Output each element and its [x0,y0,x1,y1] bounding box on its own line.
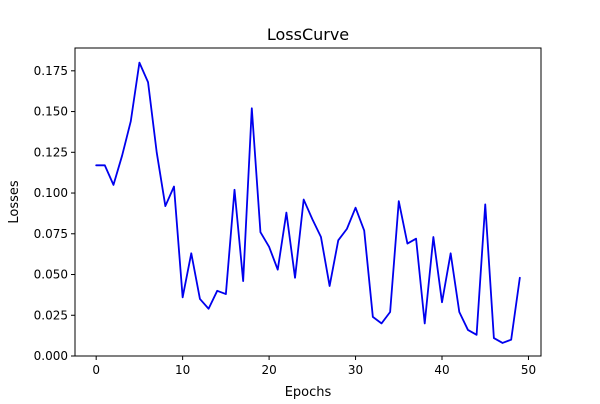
loss-data-point [182,296,184,298]
loss-data-point [164,205,166,207]
loss-data-point [501,342,504,344]
loss-data-point [510,339,512,341]
loss-data-point [415,238,417,240]
loss-data-point [277,269,279,271]
loss-data-point [432,236,434,238]
loss-data-point [372,316,374,318]
y-tick-label: 0.000 [34,349,68,363]
loss-data-point [147,81,149,83]
loss-data-point [112,184,115,186]
loss-data-point [389,311,391,313]
loss-data-point [251,107,253,109]
loss-data-point [233,189,236,191]
x-tick-label: 30 [348,363,363,377]
loss-data-point [406,242,409,245]
loss-data-point [450,252,452,254]
loss-data-point [242,280,244,282]
loss-data-point [216,290,218,292]
loss-data-point [475,334,478,336]
loss-data-point [190,252,192,254]
loss-data-point [519,277,521,279]
loss-data-point [493,337,495,339]
y-tick-label: 0.075 [34,227,68,241]
loss-data-point [294,277,296,279]
loss-data-point [259,231,262,233]
x-axis-ticks: 0 10 20 30 40 50 [92,356,536,377]
loss-data-point [380,322,383,325]
y-tick-label: 0.025 [34,308,68,322]
chart-title: LossCurve [267,25,349,44]
loss-data-point [398,200,400,202]
loss-data-point [207,308,210,310]
loss-data-point [130,120,132,122]
loss-data-point [458,311,460,313]
y-axis-label: Losses [7,180,22,224]
loss-data-point [138,62,141,64]
loss-data-point [363,229,365,232]
x-tick-label: 40 [434,363,449,377]
loss-data-point [199,298,201,300]
loss-data-point [337,239,339,241]
loss-data-point [285,211,287,214]
loss-data-point [441,301,443,303]
x-tick-label: 10 [175,363,190,377]
loss-data-point [121,154,123,157]
series-layer [95,61,521,344]
loss-data-point [467,329,469,331]
y-tick-label: 0.050 [34,268,68,282]
loss-data-point [156,151,158,153]
loss-data-point [329,285,331,287]
plot-frame [74,47,542,357]
x-tick-label: 0 [92,363,100,377]
loss-data-point [95,164,97,166]
x-axis-label: Epochs [285,385,332,400]
loss-data-point [484,203,486,206]
y-axis-ticks: 0.000 0.025 0.050 0.075 0.100 0.125 0.150 0.175 [34,64,75,363]
loss-data-point [104,164,106,166]
loss-data-point [354,207,357,209]
y-tick-label: 0.150 [34,105,68,119]
loss-data-point [346,228,348,230]
plot-area [74,47,542,357]
plot-background [75,48,541,356]
loss-data-point [320,236,322,238]
loss-data-point [225,293,227,295]
x-tick-label: 50 [521,363,536,377]
loss-data-point [173,185,175,188]
y-tick-label: 0.125 [34,145,68,159]
x-tick-label: 20 [261,363,276,377]
loss-data-point [311,218,313,220]
loss-series-line [95,61,521,344]
y-tick-label: 0.175 [34,64,68,78]
loss-data-point [268,246,270,248]
loss-data-point [424,322,426,325]
y-tick-label: 0.100 [34,186,68,200]
loss-data-point [303,198,305,201]
